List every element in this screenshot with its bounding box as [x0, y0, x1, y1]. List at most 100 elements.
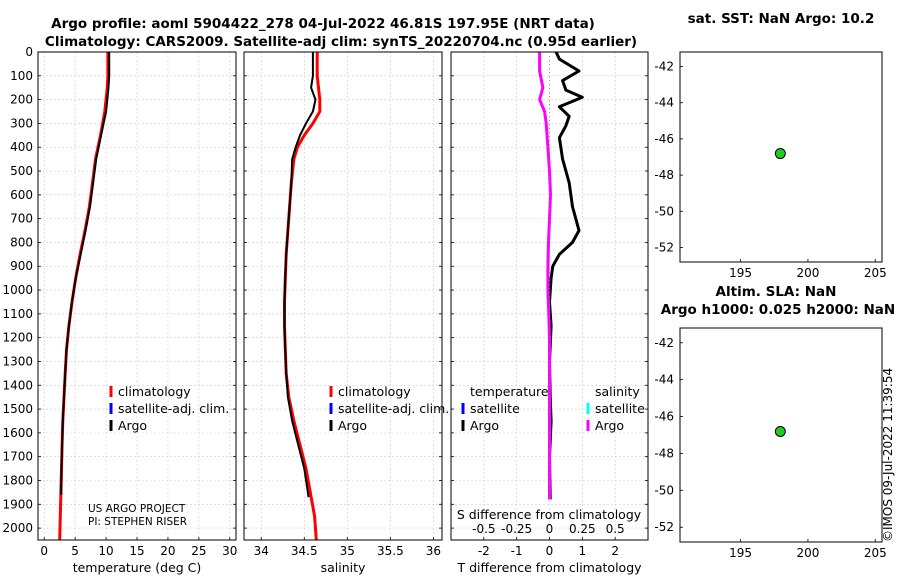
legend-sal-argo-label: Argo	[595, 418, 624, 433]
sal-xtick-label: 34	[254, 544, 269, 558]
legend-sal-satellite-label: satellite	[595, 401, 645, 416]
depth-tick-label: 1300	[2, 354, 33, 368]
legend-satellite-label: satellite-adj. clim.	[338, 401, 449, 416]
diff-xtick-label: 1	[579, 544, 587, 558]
diff-xtick-label: 0	[546, 544, 554, 558]
depth-tick-label: 1100	[2, 307, 33, 321]
sla-map-float-marker	[774, 425, 786, 437]
diff-xlabel: T difference from climatology	[456, 560, 642, 575]
sla-map-ytick-label: -42	[654, 336, 674, 350]
legend-climatology-label: climatology	[118, 384, 191, 399]
sla-map-ytick-label: -52	[654, 520, 674, 534]
temp-xtick-label: 20	[160, 544, 175, 558]
sst-map-ytick-label: -42	[654, 59, 674, 73]
figure-title-line1: Argo profile: aoml 5904422_278 04-Jul-20…	[51, 16, 595, 32]
sal-xtick-label: 36	[426, 544, 441, 558]
sal-xtick-label: 34.5	[291, 544, 318, 558]
sla-map-title-line2: Argo h1000: 0.025 h2000: NaN	[661, 302, 895, 318]
temp-xtick-label: 10	[98, 544, 113, 558]
pi-label: PI: STEPHEN RISER	[88, 516, 187, 528]
sst-map-xtick-label: 205	[864, 266, 887, 280]
sst-map-title: sat. SST: NaN Argo: 10.2	[688, 11, 875, 27]
sla-map-ytick-label: -48	[654, 446, 674, 460]
diff-series-s-argo	[538, 52, 552, 500]
sal-series-argo	[283, 52, 317, 498]
depth-tick-label: 500	[10, 164, 33, 178]
depth-tick-label: 200	[10, 93, 33, 107]
depth-tick-label: 100	[10, 69, 33, 83]
temp-panel: 0100200300400500600700800900100011001200…	[2, 45, 237, 575]
temp-xlabel: temperature (deg C)	[73, 560, 202, 575]
sst-map-xtick-label: 195	[729, 266, 752, 280]
depth-tick-label: 800	[10, 235, 33, 249]
sla-map-ytick-label: -44	[654, 373, 674, 387]
depth-tick-label: 1200	[2, 331, 33, 345]
sst-map-ytick-label: -46	[654, 132, 674, 146]
legend-argo-label: Argo	[338, 418, 367, 433]
depth-tick-label: 700	[10, 212, 33, 226]
salinity-legend: climatology satellite-adj. clim. Argo	[329, 384, 449, 433]
temp-xtick-label: 25	[191, 544, 206, 558]
temp-xtick-label: 15	[129, 544, 144, 558]
sst-map-frame	[679, 51, 883, 263]
sst-map: -42 -44 -46 -48 -50 -52 195 200 205 sat. SST: NaN…	[654, 11, 886, 280]
figure-title-line2: Climatology: CARS2009. Satellite-adj cli…	[45, 34, 637, 50]
depth-tick-label: 1000	[2, 283, 33, 297]
depth-tick-label: 400	[10, 140, 33, 154]
sla-map-ytick-label: -46	[654, 410, 674, 424]
sal-xtick-label: 35.5	[377, 544, 404, 558]
sdiff-tick-label: 0.25	[569, 522, 596, 536]
legend-temp-argo-label: Argo	[470, 418, 499, 433]
sal-xtick-label: 35	[340, 544, 355, 558]
sal-series-climatology	[283, 52, 322, 541]
sst-map-float-marker	[774, 148, 786, 160]
temperature-legend: climatology satellite-adj. clim. Argo	[109, 384, 229, 433]
sla-map-xtick-label: 195	[729, 546, 752, 560]
diff-series-t-argo	[548, 51, 584, 500]
sla-map: -42 -44 -46 -48 -50 -52 195 200 205 Altim. SLA: N…	[654, 284, 895, 560]
sal-axes-frame	[243, 51, 443, 541]
sdiff-tick-label: 0.5	[606, 522, 625, 536]
sla-map-frame	[679, 327, 883, 543]
sal-xlabel: salinity	[321, 560, 366, 575]
project-label: US ARGO PROJECT	[88, 503, 186, 515]
depth-tick-label: 900	[10, 259, 33, 273]
sst-map-ytick-label: -48	[654, 168, 674, 182]
sla-map-title-line1: Altim. SLA: NaN	[716, 284, 837, 300]
diff-xtick-label: -2	[478, 544, 490, 558]
depth-tick-label: 1500	[2, 402, 33, 416]
diff-panel: -2 -1 0 1 2 T difference from climatology -0.5…	[450, 51, 649, 575]
temp-xtick-label: 5	[71, 544, 79, 558]
depth-tick-label: 600	[10, 188, 33, 202]
legend-satellite-label: satellite-adj. clim.	[118, 401, 229, 416]
depth-tick-label: 2000	[2, 521, 33, 535]
temp-series-argo	[60, 52, 111, 495]
temp-xtick-label: 30	[222, 544, 237, 558]
legend-climatology-label: climatology	[338, 384, 411, 399]
sla-map-ytick-label: -50	[654, 483, 674, 497]
sdiff-tick-label: 0	[546, 522, 554, 536]
depth-tick-label: 1700	[2, 450, 33, 464]
legend-salinity-heading: salinity	[595, 384, 640, 399]
depth-tick-label: 1600	[2, 426, 33, 440]
diff-xtick-label: -1	[511, 544, 523, 558]
temp-xtick-label: 0	[40, 544, 48, 558]
sst-map-ytick-label: -50	[654, 204, 674, 218]
sla-map-xtick-label: 200	[796, 546, 819, 560]
sla-map-xtick-label: 205	[864, 546, 887, 560]
sal-panel: 34 34.5 35 35.5 36 salinity	[243, 51, 443, 575]
sst-map-xtick-label: 200	[796, 266, 819, 280]
sdiff-axis-label: S difference from climatology	[457, 507, 642, 522]
legend-argo-label: Argo	[118, 418, 147, 433]
temp-series-climatology	[58, 52, 110, 541]
depth-tick-label: 1900	[2, 497, 33, 511]
depth-tick-label: 300	[10, 116, 33, 130]
depth-tick-label: 1400	[2, 378, 33, 392]
diff-xtick-label: 2	[611, 544, 619, 558]
timestamp-label: ©IMOS 09-Jul-2022 11:39:54	[881, 368, 895, 542]
depth-tick-label: 0	[25, 45, 33, 59]
legend-temperature-heading: temperature	[470, 384, 549, 399]
sst-map-ytick-label: -52	[654, 241, 674, 255]
legend-temp-satellite-label: satellite	[470, 401, 520, 416]
